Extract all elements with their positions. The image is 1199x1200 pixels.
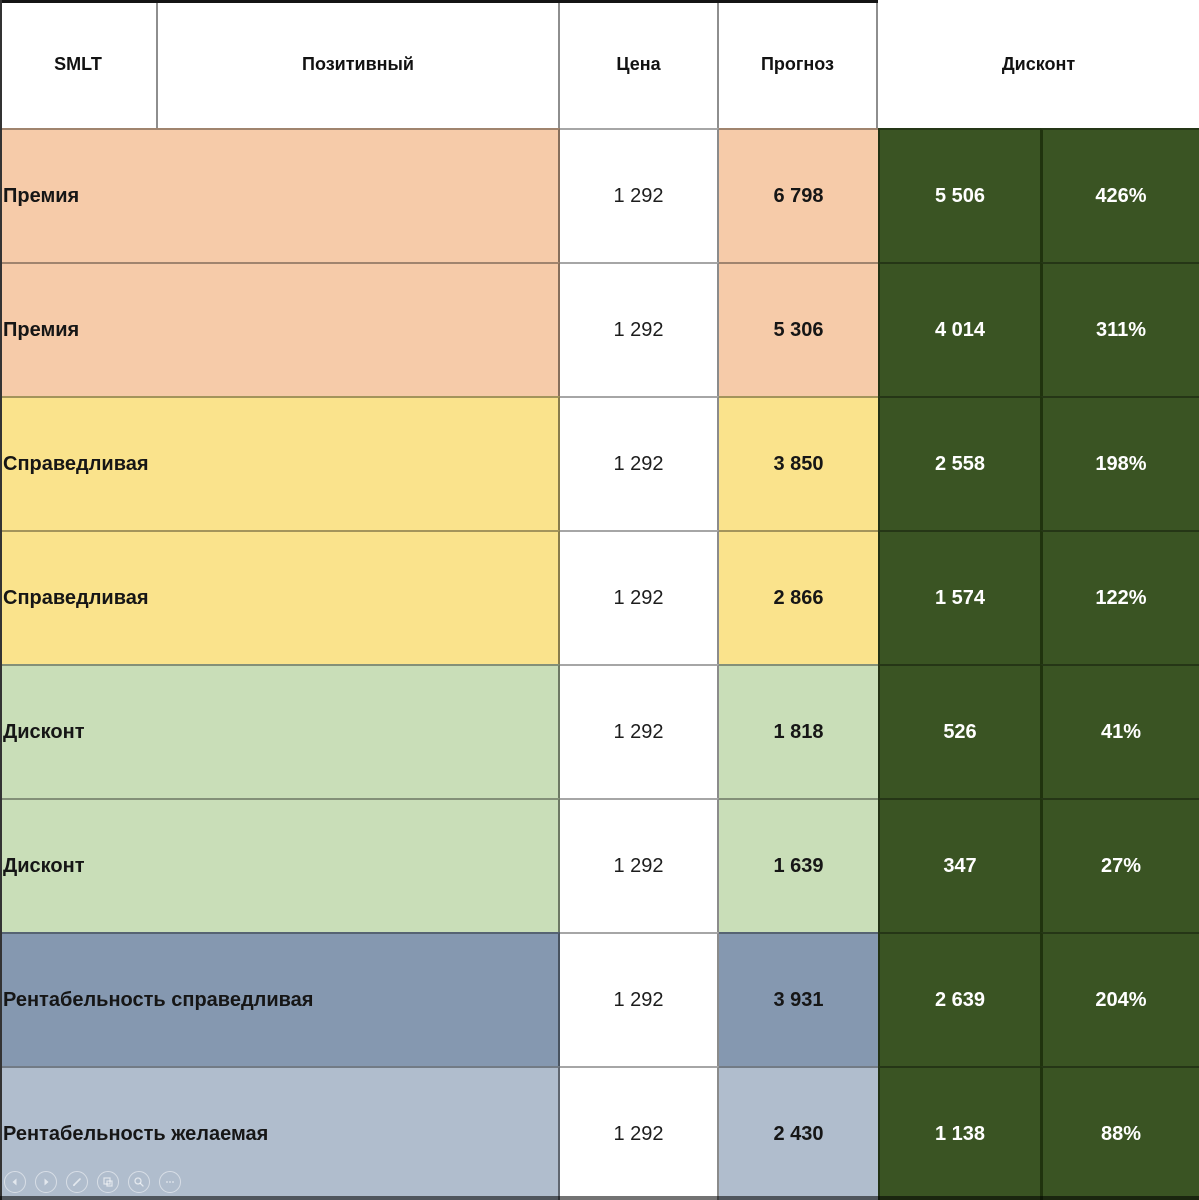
forecast-cell: 6 798 (719, 128, 878, 262)
price-cell: 1 292 (560, 262, 719, 396)
discount-abs-cell: 4 014 (878, 262, 1040, 396)
discount-abs-cell: 5 506 (878, 128, 1040, 262)
forecast-cell: 2 866 (719, 530, 878, 664)
forecast-cell: 2 430 (719, 1066, 878, 1200)
forward-button[interactable] (35, 1171, 57, 1193)
row-label: Премия (0, 128, 560, 262)
discount-pct-cell: 41% (1040, 664, 1199, 798)
header-cell-discount: Дисконт (878, 0, 1199, 128)
forecast-cell: 3 931 (719, 932, 878, 1066)
forward-arrow-icon (40, 1176, 52, 1188)
row-label: Дисконт (0, 664, 560, 798)
discount-abs-cell: 2 558 (878, 396, 1040, 530)
discount-pct-cell: 311% (1040, 262, 1199, 396)
table-left-border (0, 0, 2, 1200)
price-cell: 1 292 (560, 798, 719, 932)
row-label: Справедливая (0, 396, 560, 530)
discount-abs-cell: 2 639 (878, 932, 1040, 1066)
discount-pct-cell: 204% (1040, 932, 1199, 1066)
row-label: Премия (0, 262, 560, 396)
discount-abs-cell: 526 (878, 664, 1040, 798)
discount-pct-cell: 122% (1040, 530, 1199, 664)
header-cell-forecast: Прогноз (719, 0, 878, 128)
discount-pct-cell: 27% (1040, 798, 1199, 932)
ellipsis-icon (164, 1176, 176, 1188)
bottom-edge-shadow (0, 1196, 1199, 1200)
row-label: Рентабельность желаемая (0, 1066, 560, 1200)
price-cell: 1 292 (560, 664, 719, 798)
pencil-icon (71, 1176, 83, 1188)
price-cell: 1 292 (560, 128, 719, 262)
discount-pct-cell: 198% (1040, 396, 1199, 530)
price-cell: 1 292 (560, 1066, 719, 1200)
forecast-cell: 1 818 (719, 664, 878, 798)
frames-icon (102, 1176, 114, 1188)
header-cell-price: Цена (560, 0, 719, 128)
discount-abs-cell: 347 (878, 798, 1040, 932)
edit-button[interactable] (66, 1171, 88, 1193)
row-label: Дисконт (0, 798, 560, 932)
forecast-cell: 1 639 (719, 798, 878, 932)
back-button[interactable] (4, 1171, 26, 1193)
row-label: Справедливая (0, 530, 560, 664)
discount-pct-cell: 88% (1040, 1066, 1199, 1200)
table-top-border (0, 0, 878, 3)
forecast-cell: 3 850 (719, 396, 878, 530)
forecast-cell: 5 306 (719, 262, 878, 396)
back-arrow-icon (9, 1176, 21, 1188)
header-cell-positive: Позитивный (158, 0, 560, 128)
zoom-button[interactable] (128, 1171, 150, 1193)
price-cell: 1 292 (560, 530, 719, 664)
board-navigation-toolbar (4, 1171, 181, 1193)
discount-abs-cell: 1 574 (878, 530, 1040, 664)
row-label: Рентабельность справедливая (0, 932, 560, 1066)
frames-button[interactable] (97, 1171, 119, 1193)
price-cell: 1 292 (560, 396, 719, 530)
discount-pct-cell: 426% (1040, 128, 1199, 262)
discount-abs-cell: 1 138 (878, 1066, 1040, 1200)
magnifier-icon (133, 1176, 145, 1188)
price-cell: 1 292 (560, 932, 719, 1066)
header-cell-smlt: SMLT (0, 0, 158, 128)
more-button[interactable] (159, 1171, 181, 1193)
